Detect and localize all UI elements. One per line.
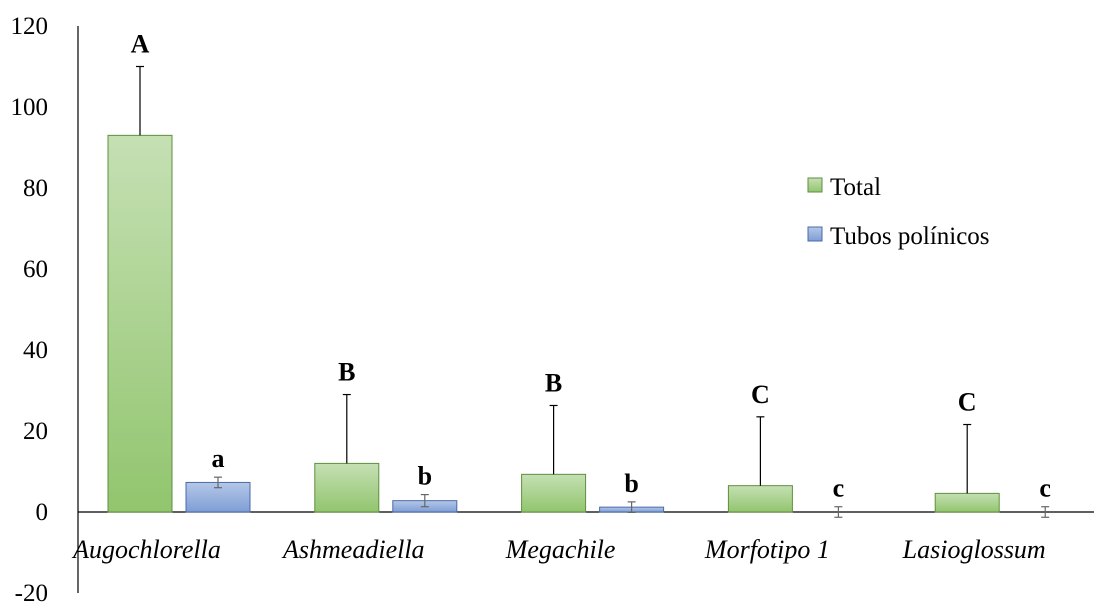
significance-letter: B	[545, 368, 562, 397]
significance-letter: c	[1039, 474, 1051, 503]
legend-swatch-total	[807, 177, 823, 193]
significance-letter: C	[751, 380, 770, 409]
significance-letter: a	[212, 444, 225, 473]
legend-swatch-tubos	[807, 226, 823, 242]
x-tick-label: Morfotipo 1	[704, 535, 830, 564]
significance-letter: A	[131, 30, 150, 59]
x-tick-label: Augochlorella	[71, 535, 221, 564]
legend: Total Tubos polínicos	[807, 174, 990, 250]
labels: Aa Augochlorella Bb Ashmeadiella Bb Megachile…	[71, 30, 1051, 565]
bar-total	[107, 134, 173, 513]
legend-label: Total	[830, 174, 881, 201]
y-tick-label: -20	[15, 580, 48, 605]
significance-letter: b	[624, 469, 638, 498]
bar-total	[934, 492, 1000, 513]
axes: 120 100 80 60 40 20 0 -20	[11, 13, 1094, 607]
x-tick-label: Megachile	[505, 535, 616, 564]
significance-letter: C	[958, 388, 977, 417]
y-tick-label: 20	[23, 418, 48, 445]
x-tick-label: Ashmeadiella	[281, 535, 425, 564]
x-tick-label: Lasioglossum	[902, 535, 1046, 564]
y-tick-label: 60	[23, 256, 48, 283]
y-tick-label: 80	[23, 175, 48, 202]
significance-letter: B	[338, 358, 355, 387]
y-tick-label: 0	[36, 499, 49, 526]
y-tick-label: 40	[23, 337, 48, 364]
legend-label: Tubos polínicos	[830, 223, 990, 250]
y-tick-label: 100	[11, 94, 49, 121]
significance-letter: b	[418, 462, 432, 491]
y-tick-label: 120	[11, 13, 49, 40]
bar-total	[727, 485, 793, 513]
bar-total	[314, 462, 380, 513]
bar-total	[521, 473, 587, 513]
significance-letter: c	[833, 474, 845, 503]
bars	[107, 65, 1050, 518]
